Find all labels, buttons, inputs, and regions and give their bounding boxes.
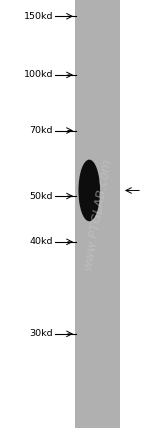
Text: 40kd: 40kd <box>30 237 53 247</box>
Text: 50kd: 50kd <box>30 191 53 201</box>
Text: www.PTGLAB.com: www.PTGLAB.com <box>81 157 114 271</box>
Text: 100kd: 100kd <box>24 70 53 80</box>
Text: 30kd: 30kd <box>29 329 53 339</box>
Text: 70kd: 70kd <box>30 126 53 135</box>
Text: 150kd: 150kd <box>24 12 53 21</box>
Bar <box>75 0 120 428</box>
Ellipse shape <box>78 160 100 221</box>
